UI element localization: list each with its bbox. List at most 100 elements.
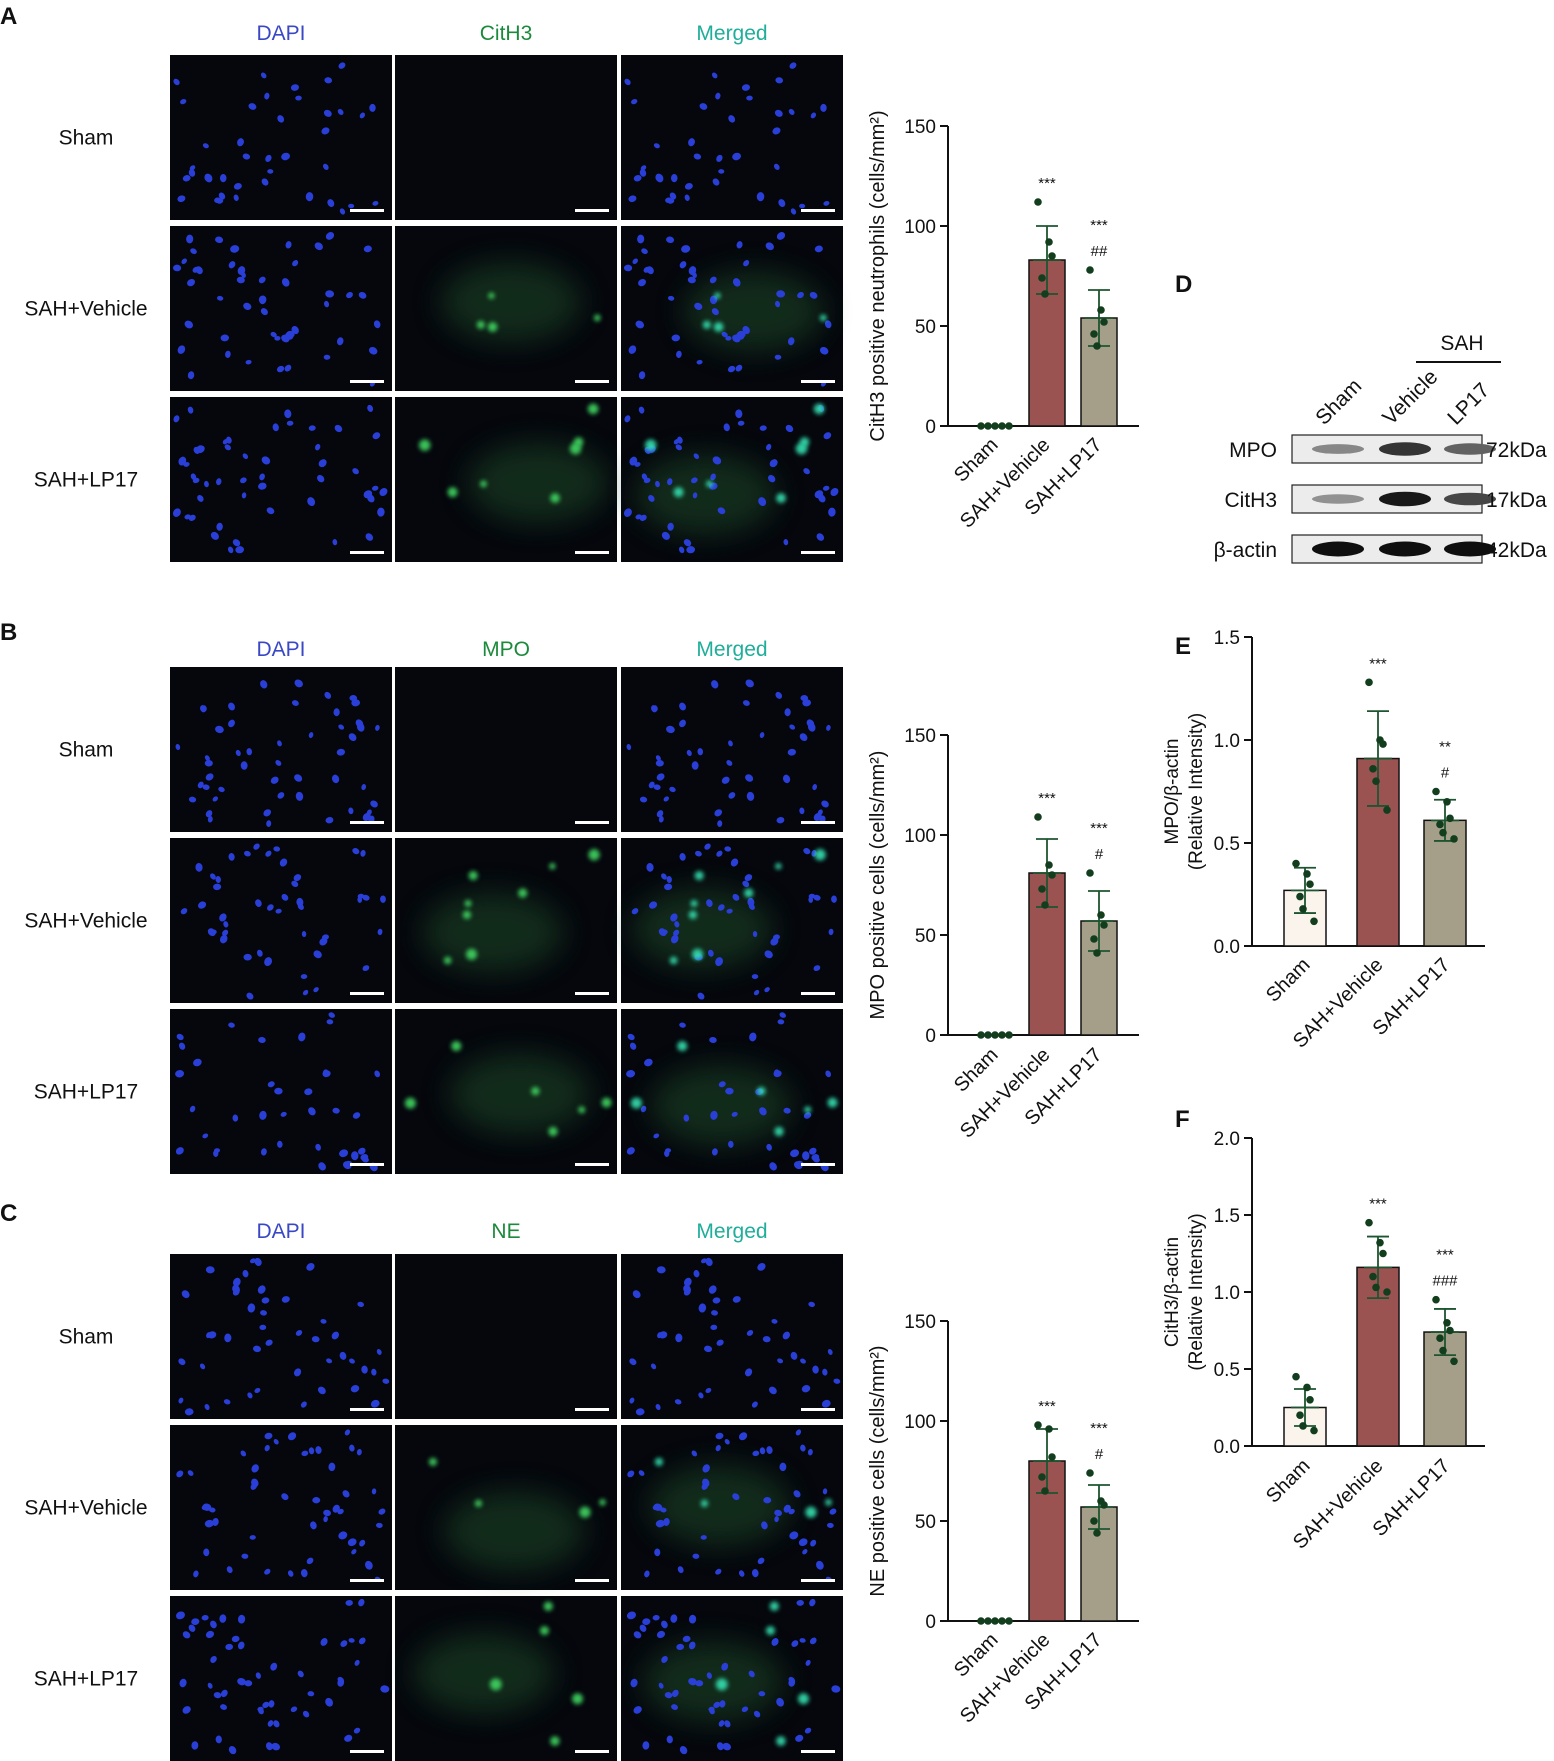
- nucleus: [632, 1290, 641, 1299]
- nucleus: [648, 494, 655, 502]
- molecular-weight-label: 42kDa: [1486, 539, 1547, 562]
- micrograph-tile: [621, 1596, 843, 1761]
- nucleus: [745, 774, 754, 782]
- nucleus: [670, 174, 678, 183]
- data-point: [1310, 917, 1318, 926]
- nucleus: [351, 1549, 357, 1555]
- green-signal: [488, 292, 495, 299]
- x-tick-label: SAH+Vehicle: [956, 1629, 1054, 1727]
- nucleus: [355, 719, 364, 728]
- tile-background: [170, 1254, 392, 1419]
- data-point: [1048, 1453, 1056, 1461]
- nucleus: [705, 1387, 712, 1394]
- nucleus: [654, 1548, 661, 1557]
- nucleus: [653, 143, 660, 149]
- green-signal: [654, 1457, 664, 1466]
- micrograph-panel-a: A DAPI CitH3 Merged Sham SAH+Vehicle SAH+LP17: [0, 3, 843, 562]
- green-signal: [587, 403, 599, 415]
- data-point: [991, 1617, 999, 1625]
- nucleus: [281, 278, 290, 287]
- nucleus: [254, 1387, 261, 1394]
- data-point: [1093, 949, 1101, 957]
- nucleus: [748, 1670, 755, 1678]
- nucleus: [228, 719, 235, 728]
- green-signal: [489, 1678, 502, 1691]
- blot-band: [1444, 443, 1496, 455]
- nucleus: [251, 1464, 259, 1473]
- nucleus: [344, 1734, 353, 1742]
- column-header: CitH3: [480, 22, 533, 45]
- nucleus: [787, 748, 796, 756]
- row-label: SAH+Vehicle: [24, 910, 147, 933]
- green-signal: [804, 1106, 812, 1114]
- nucleus: [692, 492, 698, 499]
- nucleus: [220, 334, 230, 342]
- nucleus: [337, 1508, 344, 1515]
- nucleus: [693, 1269, 700, 1278]
- blot-group-label: SAH: [1440, 332, 1483, 355]
- nucleus: [759, 732, 765, 739]
- nucleus: [337, 1676, 344, 1684]
- nucleus: [347, 1538, 357, 1547]
- nucleus: [286, 420, 294, 426]
- nucleus: [783, 1107, 791, 1114]
- nucleus: [227, 546, 234, 554]
- nucleus: [361, 1156, 369, 1163]
- nucleus: [725, 1087, 734, 1095]
- nucleus: [338, 62, 346, 69]
- data-point: [977, 422, 985, 430]
- nucleus: [325, 232, 335, 240]
- nucleus: [763, 1497, 772, 1504]
- nucleus: [173, 78, 180, 86]
- nucleus: [665, 197, 673, 204]
- nucleus: [717, 820, 723, 827]
- nucleus: [711, 72, 718, 79]
- nucleus: [746, 95, 753, 101]
- nucleus: [324, 691, 332, 699]
- significance-label: ***: [1369, 1196, 1387, 1213]
- nucleus: [201, 1614, 209, 1621]
- panel-letter: B: [0, 619, 17, 646]
- tissue-haze: [440, 262, 581, 343]
- nucleus: [732, 1296, 741, 1303]
- scale-bar: [350, 992, 384, 995]
- data-point: [1443, 798, 1451, 806]
- nucleus: [368, 346, 378, 355]
- nucleus: [670, 1614, 678, 1623]
- scale-bar: [801, 380, 835, 383]
- nucleus: [635, 320, 644, 329]
- nucleus: [770, 937, 779, 946]
- nucleus: [822, 1488, 828, 1495]
- nucleus: [707, 949, 714, 957]
- data-point: [1432, 787, 1440, 796]
- significance-label: ***: [1038, 1398, 1056, 1415]
- nucleus: [358, 1598, 365, 1607]
- nucleus: [719, 1700, 726, 1708]
- micrograph-tile: [621, 397, 843, 562]
- nucleus: [666, 876, 672, 883]
- nucleus: [254, 1257, 262, 1266]
- green-signal: [404, 1097, 416, 1109]
- green-signal: [700, 1499, 709, 1507]
- nucleus: [210, 1620, 217, 1629]
- nucleus: [319, 937, 328, 946]
- nucleus: [301, 931, 307, 938]
- x-tick-label: Sham: [1262, 954, 1315, 1007]
- nucleus: [658, 1682, 664, 1689]
- significance-label: #: [1095, 846, 1104, 863]
- nucleus: [188, 1624, 196, 1632]
- data-point: [1100, 318, 1108, 326]
- nucleus: [267, 1081, 275, 1088]
- tissue-haze: [683, 271, 824, 352]
- green-signal: [702, 320, 711, 329]
- nucleus: [223, 1399, 231, 1405]
- green-signal: [451, 1041, 462, 1052]
- green-signal: [462, 910, 472, 920]
- nucleus: [638, 278, 647, 287]
- data-point: [1038, 885, 1046, 893]
- nucleus: [246, 992, 254, 1000]
- nucleus: [253, 1345, 261, 1353]
- nucleus: [210, 531, 219, 540]
- nucleus: [679, 702, 686, 711]
